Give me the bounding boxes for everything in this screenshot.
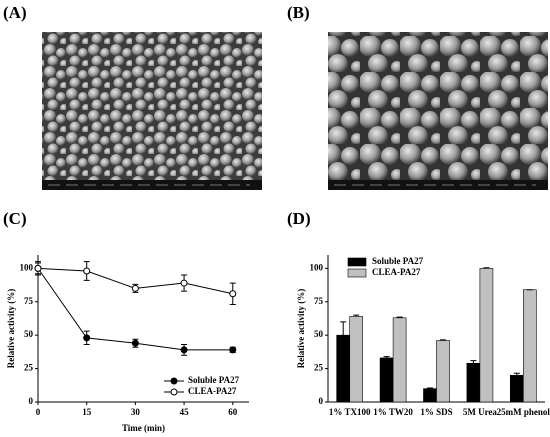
error-bar [470,360,477,364]
x-tick-label: 45 [180,407,190,417]
point [180,346,188,354]
bar [423,388,437,403]
point [83,267,91,275]
x-tick-label: 25mM phenol [497,407,550,417]
y-tick-label: 25 [314,363,324,373]
x-tick-label: 30 [131,407,141,417]
point [34,264,42,272]
bar [509,374,524,403]
bar [466,362,481,403]
x-tick-label: 1% TX100 [329,407,371,417]
panel-label: (B) [287,3,310,22]
bar [336,334,350,403]
legend-marker [170,377,178,385]
x-tick-label: 5M Urea [463,407,498,417]
sem-image-a [42,32,262,190]
error-bar [340,321,347,336]
error-bar [426,387,433,389]
point [83,334,91,342]
y-tick-label: 50 [24,329,34,339]
error-bar [353,314,360,317]
legend-label: CLEA-PA27 [372,267,421,277]
panel-label: (A) [3,3,27,22]
y-tick-label: 75 [24,296,34,306]
panel-label: (C) [3,209,27,228]
legend-marker [170,388,178,396]
legend-label: Soluble PA27 [188,375,240,385]
legend-swatch [347,268,367,278]
bar [522,289,537,403]
point [180,279,188,287]
x-tick-label: 1% TW20 [373,407,413,417]
y-axis-title: Relative activity (%) [6,289,16,368]
y-tick-label: 100 [310,262,324,272]
bar [349,316,364,403]
panel-label: (D) [287,209,311,228]
bar [479,268,494,403]
bar [436,340,450,403]
point [229,290,237,298]
y-tick-label: 0 [319,396,324,406]
y-tick-label: 25 [24,363,34,373]
sem-image-b [328,32,548,190]
error-bar [440,339,447,341]
x-tick-label: 1% SDS [420,407,452,417]
series-line [37,268,233,351]
y-axis-title: Relative activity (%) [296,289,306,368]
error-bar [483,267,490,269]
x-axis-title: Time (min) [122,423,165,433]
legend-label: Soluble PA27 [372,256,424,266]
x-tick-label: 60 [228,407,238,417]
y-tick-label: 0 [29,396,34,406]
error-bar [383,356,390,358]
y-tick-label: 75 [314,296,324,306]
y-tick-label: 100 [20,262,34,272]
bar [379,357,394,403]
point [229,346,237,354]
y-tick-label: 50 [314,329,324,339]
legend-label: CLEA-PA27 [188,386,237,396]
bar [392,317,407,403]
error-bar [396,316,403,318]
point [131,339,139,347]
x-tick-label: 0 [36,407,41,417]
x-tick-label: 15 [82,407,92,417]
point [131,284,139,292]
legend-swatch [347,257,367,267]
error-bar [513,372,520,376]
